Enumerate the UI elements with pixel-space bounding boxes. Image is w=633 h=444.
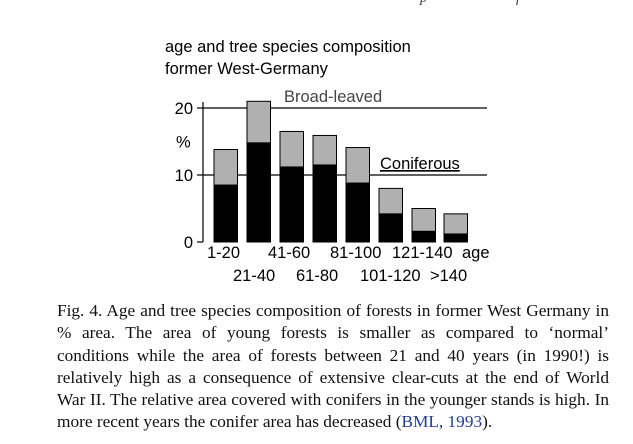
bar-coniferous-8: [443, 233, 468, 243]
y-axis-label: %: [176, 134, 191, 152]
chart-title-line-1: age and tree species composition: [165, 38, 411, 56]
y-tick-label-20: 20: [175, 100, 193, 118]
series-label-broad-leaved: Broad-leaved: [284, 88, 382, 106]
bar-broad-leaved-8: [443, 213, 468, 235]
bar-broad-leaved-2: [246, 100, 271, 144]
x-tick-label-4: 61-80: [296, 267, 338, 285]
series-label-coniferous: Coniferous: [380, 155, 460, 173]
bar-broad-leaved-6: [378, 187, 403, 215]
bar-coniferous-1: [213, 184, 238, 243]
y-tick-label-0: 0: [184, 234, 193, 252]
x-axis-label: age: [462, 244, 490, 262]
x-tick-label-8: >140: [430, 267, 467, 285]
bar-broad-leaved-7: [411, 208, 436, 232]
bar-coniferous-4: [312, 164, 337, 243]
chart-title-line-2: former West-Germany: [165, 60, 329, 78]
age-composition-bar-chart: age and tree species composition former …: [165, 38, 490, 285]
x-tick-label-7: 121-140: [392, 244, 453, 262]
header-fragment-2: f: [516, 0, 520, 7]
caption-reference-link[interactable]: BML, 1993: [401, 412, 483, 432]
figure-caption: Fig. 4. Age and tree species composition…: [57, 300, 609, 434]
bar-coniferous-7: [411, 230, 436, 243]
bar-broad-leaved-3: [279, 130, 304, 168]
x-tick-label-1: 1-20: [207, 244, 240, 262]
page-header-fragment: p f: [0, 0, 633, 9]
bar-broad-leaved-1: [213, 149, 238, 186]
bar-broad-leaved-5: [345, 147, 370, 184]
x-tick-label-5: 81-100: [330, 244, 381, 262]
bar-coniferous-3: [279, 166, 304, 243]
header-fragment-1: p: [420, 0, 427, 7]
bar-coniferous-2: [246, 142, 271, 243]
caption-end: ).: [482, 412, 493, 432]
y-tick-label-10: 10: [175, 167, 193, 185]
bar-coniferous-5: [345, 182, 370, 243]
x-tick-label-3: 41-60: [268, 244, 310, 262]
bar-broad-leaved-4: [312, 134, 337, 166]
x-tick-label-2: 21-40: [233, 267, 275, 285]
bar-coniferous-6: [378, 213, 403, 243]
x-tick-label-6: 101-120: [360, 267, 421, 285]
caption-text: Fig. 4. Age and tree species composition…: [57, 301, 609, 432]
